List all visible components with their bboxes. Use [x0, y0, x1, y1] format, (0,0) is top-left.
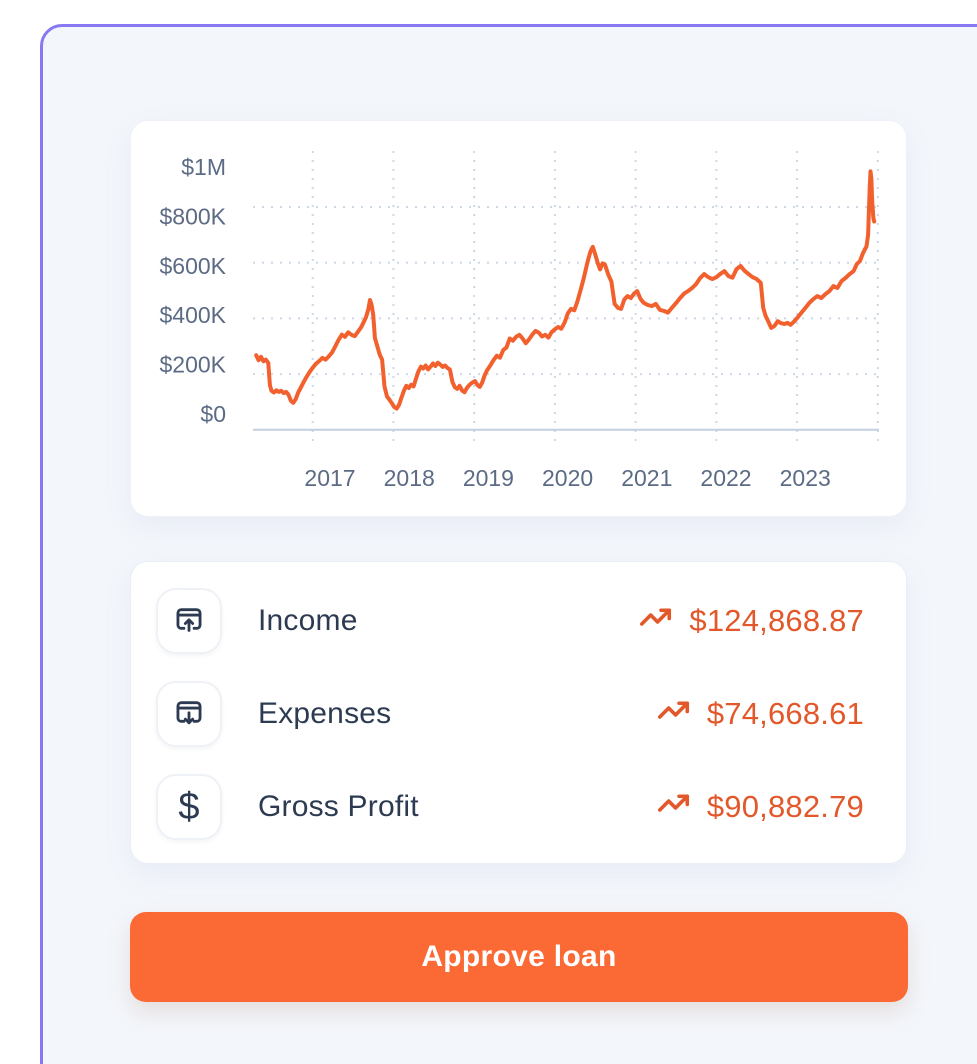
expenses-value: $74,668.61: [706, 696, 864, 731]
y-axis-tick-label: $400K: [159, 302, 226, 328]
expenses-tile: [156, 681, 222, 747]
x-axis-tick-label: 2017: [304, 465, 355, 491]
trending-up-icon: [657, 699, 690, 729]
trending-up-icon: [657, 792, 690, 822]
card-arrow-down-icon: [172, 695, 206, 734]
financial-summary-card: Income $124,868.87: [130, 561, 907, 864]
revenue-chart-card: $1M $800K $600K $400K $200K $0 2017 2018 2019 202…: [130, 120, 907, 517]
expenses-label: Expenses: [258, 697, 392, 730]
expenses-row: Expenses $74,668.61: [156, 681, 864, 747]
x-axis-tick-label: 2022: [700, 465, 751, 491]
x-axis-tick-label: 2023: [780, 465, 831, 491]
y-axis-tick-label: $600K: [159, 253, 226, 279]
y-axis-tick-label: $200K: [159, 352, 226, 378]
x-axis-tick-label: 2018: [384, 465, 435, 491]
income-label: Income: [258, 604, 358, 637]
trending-up-icon: [639, 606, 672, 636]
y-axis-tick-label: $1M: [181, 154, 226, 180]
card-arrow-up-icon: [172, 602, 206, 641]
gross-profit-label: Gross Profit: [258, 790, 419, 823]
x-axis-tick-label: 2020: [542, 465, 593, 491]
revenue-series-line: [254, 169, 877, 411]
income-tile: [156, 588, 222, 654]
x-axis-tick-label: 2019: [463, 465, 514, 491]
gross-profit-value: $90,882.79: [706, 789, 864, 824]
gross-profit-tile: $: [156, 774, 222, 840]
gross-profit-row: $ Gross Profit $90,882.79: [156, 774, 864, 840]
revenue-line-chart: $1M $800K $600K $400K $200K $0 2017 2018 2019 202…: [159, 151, 879, 491]
x-axis-tick-label: 2021: [621, 465, 672, 491]
y-axis-tick-label: $0: [200, 401, 226, 427]
y-axis-tick-label: $800K: [159, 203, 226, 229]
income-row: Income $124,868.87: [156, 588, 864, 654]
approve-loan-button[interactable]: Approve loan: [130, 912, 908, 1002]
income-value: $124,868.87: [689, 603, 864, 638]
dollar-sign-icon: $: [178, 786, 200, 828]
